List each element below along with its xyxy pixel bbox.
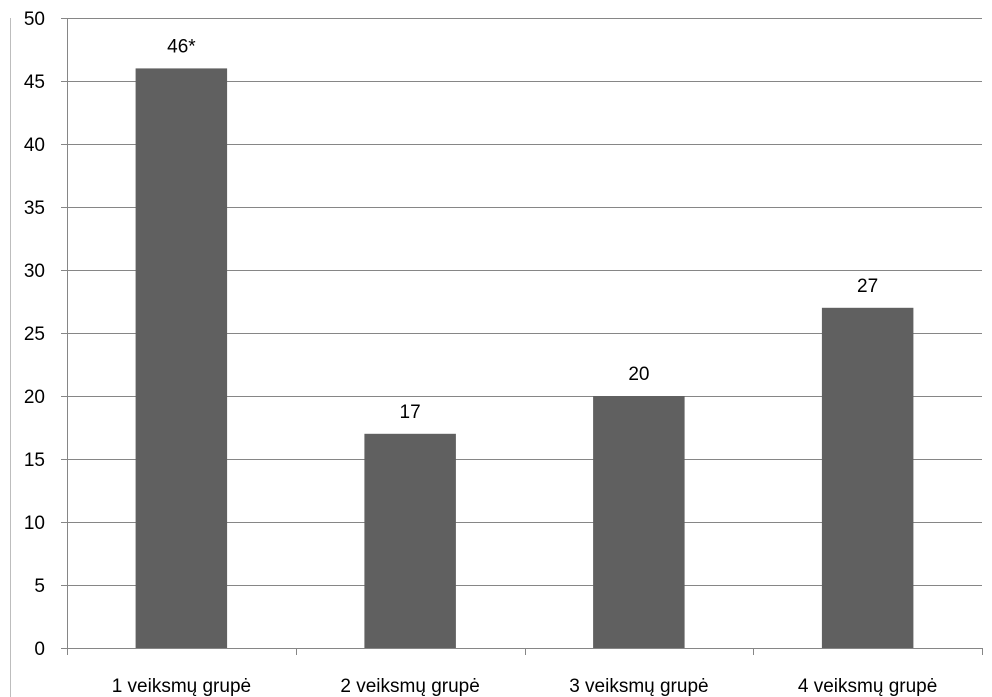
- y-tick-label: 10: [24, 513, 45, 534]
- y-tick-label: 15: [24, 450, 45, 471]
- bar: [364, 433, 456, 648]
- bar-data-label: 17: [400, 402, 421, 423]
- y-tick-label: 25: [24, 324, 45, 345]
- y-tick-label: 35: [24, 198, 45, 219]
- x-category-label: 3 veiksmų grupė: [569, 676, 708, 697]
- y-tick-labels: 0 5 10 15 20 25 30 35 40 45 50: [24, 9, 45, 660]
- y-tick-label: 30: [24, 261, 45, 282]
- bar: [593, 396, 685, 648]
- y-tick-label: 0: [34, 639, 45, 660]
- x-category-label: 1 veiksmų grupė: [112, 676, 251, 697]
- bar-data-label: 27: [857, 276, 878, 297]
- y-tick-label: 50: [24, 9, 45, 30]
- y-tick-label: 40: [24, 135, 45, 156]
- x-category-label: 4 veiksmų grupė: [798, 676, 937, 697]
- bar: [135, 68, 228, 648]
- x-category-labels: 1 veiksmų grupė 2 veiksmų grupė 3 veiksmų …: [112, 676, 938, 697]
- bars: [135, 68, 914, 648]
- y-tick-label: 20: [24, 387, 45, 408]
- data-labels: 46* 17 20 27: [167, 36, 878, 422]
- y-tick-label: 45: [24, 72, 45, 93]
- axes: [10, 18, 983, 697]
- bar-data-label: 46*: [167, 36, 196, 57]
- y-tick-label: 5: [34, 576, 45, 597]
- x-category-label: 2 veiksmų grupė: [340, 676, 479, 697]
- bar: [821, 307, 914, 648]
- bar-data-label: 20: [628, 364, 649, 385]
